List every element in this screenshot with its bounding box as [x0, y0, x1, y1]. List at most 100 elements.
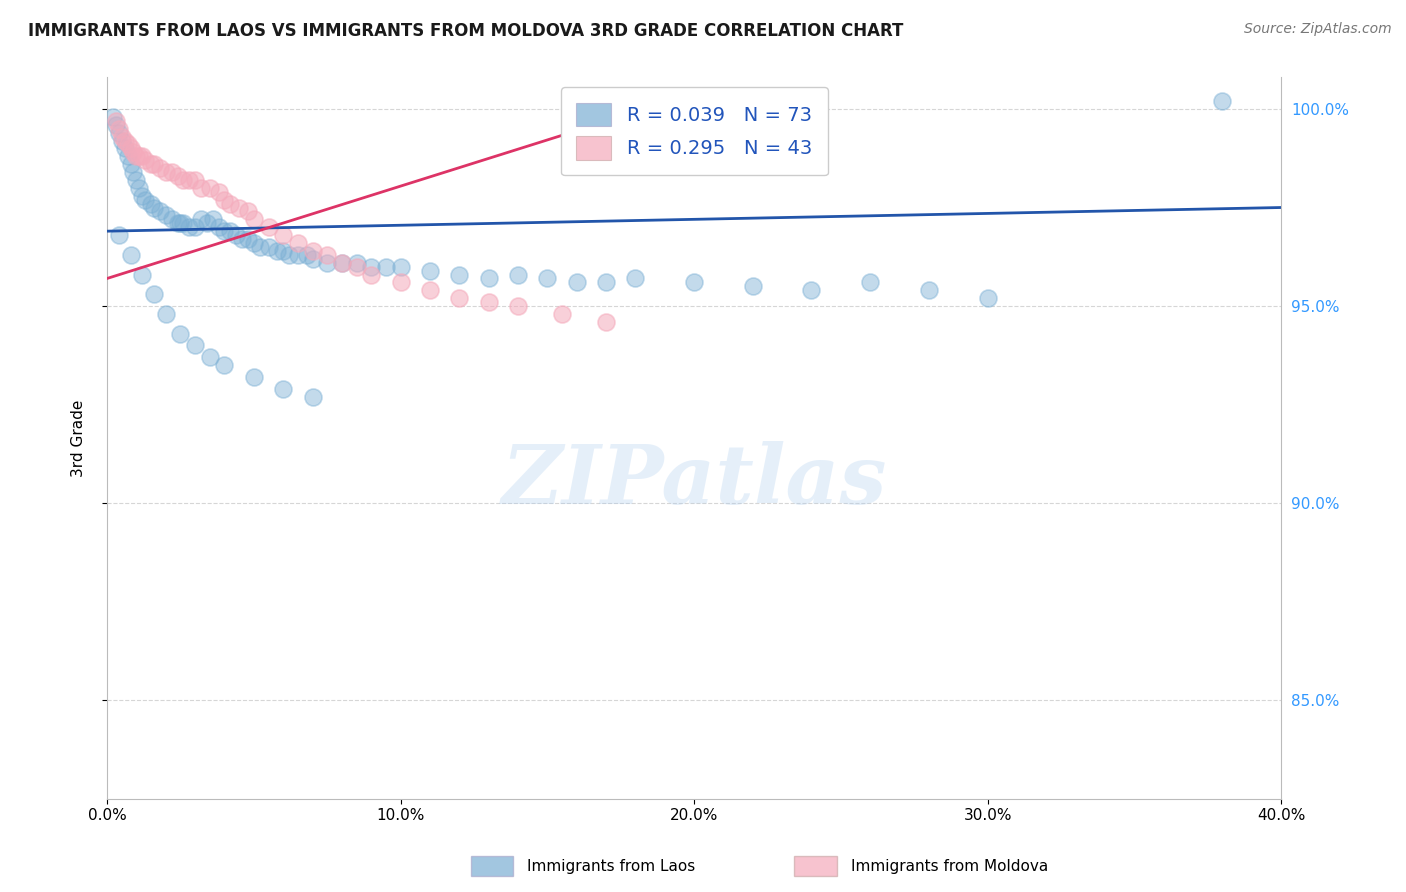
Point [595, 315, 617, 329]
Point [172, 173, 194, 187]
Point [360, 268, 382, 282]
Point [624, 271, 647, 285]
Point [122, 145, 145, 160]
Point [134, 193, 156, 207]
Point [271, 228, 294, 243]
Point [316, 248, 339, 262]
Point [389, 260, 412, 274]
Point [278, 248, 301, 262]
Point [114, 141, 136, 155]
Point [207, 220, 229, 235]
Point [683, 276, 706, 290]
Point [228, 201, 250, 215]
Point [360, 260, 382, 274]
Point [295, 248, 318, 262]
Point [104, 113, 127, 128]
Point [198, 181, 221, 195]
Point [236, 232, 259, 246]
Point [125, 149, 148, 163]
Point [419, 263, 441, 277]
Point [506, 299, 529, 313]
Point [1211, 94, 1233, 108]
Point [108, 121, 131, 136]
Point [131, 188, 153, 202]
Point [551, 307, 574, 321]
Point [219, 224, 242, 238]
Point [120, 157, 142, 171]
Point [214, 358, 236, 372]
Point [184, 220, 207, 235]
Point [143, 287, 166, 301]
Point [976, 291, 998, 305]
Point [249, 240, 271, 254]
Point [111, 129, 134, 144]
Point [449, 268, 471, 282]
Point [243, 212, 266, 227]
Point [207, 185, 229, 199]
Point [134, 153, 156, 168]
Point [114, 134, 136, 148]
Point [155, 307, 177, 321]
Point [179, 173, 201, 187]
Point [330, 256, 353, 270]
Point [120, 248, 142, 262]
Point [266, 244, 288, 258]
Point [166, 169, 188, 183]
Point [287, 248, 309, 262]
Point [122, 165, 145, 179]
Point [257, 240, 280, 254]
Point [184, 173, 207, 187]
Point [139, 157, 162, 171]
Point [301, 390, 323, 404]
Point [236, 204, 259, 219]
Point [155, 208, 177, 222]
Point [214, 193, 236, 207]
Point [301, 244, 323, 258]
Point [117, 149, 139, 163]
Point [143, 157, 166, 171]
Point [111, 134, 134, 148]
Point [346, 260, 368, 274]
Point [225, 228, 247, 243]
Point [214, 224, 236, 238]
Point [389, 276, 412, 290]
Point [536, 271, 558, 285]
Point [155, 165, 177, 179]
Point [271, 382, 294, 396]
Point [301, 252, 323, 266]
Point [169, 326, 191, 341]
Point [128, 149, 150, 163]
Point [179, 220, 201, 235]
Point [166, 216, 188, 230]
Point [243, 235, 266, 250]
Point [231, 232, 253, 246]
Point [139, 196, 162, 211]
Text: Immigrants from Moldova: Immigrants from Moldova [851, 859, 1047, 873]
Point [169, 216, 191, 230]
Point [419, 283, 441, 297]
Point [195, 216, 218, 230]
Legend: R = 0.039   N = 73, R = 0.295   N = 43: R = 0.039 N = 73, R = 0.295 N = 43 [561, 87, 828, 176]
Point [741, 279, 763, 293]
Point [287, 235, 309, 250]
Point [131, 268, 153, 282]
Point [565, 276, 588, 290]
Point [330, 256, 353, 270]
Point [859, 276, 882, 290]
Point [104, 118, 127, 132]
Point [125, 173, 148, 187]
Point [478, 295, 501, 310]
Point [918, 283, 941, 297]
Point [160, 165, 183, 179]
Point [120, 141, 142, 155]
Point [101, 110, 124, 124]
Text: IMMIGRANTS FROM LAOS VS IMMIGRANTS FROM MOLDOVA 3RD GRADE CORRELATION CHART: IMMIGRANTS FROM LAOS VS IMMIGRANTS FROM … [28, 22, 904, 40]
Point [478, 271, 501, 285]
Point [316, 256, 339, 270]
Point [149, 161, 172, 175]
Point [143, 201, 166, 215]
Point [243, 370, 266, 384]
Point [257, 220, 280, 235]
Y-axis label: 3rd Grade: 3rd Grade [72, 400, 86, 477]
Point [190, 181, 212, 195]
